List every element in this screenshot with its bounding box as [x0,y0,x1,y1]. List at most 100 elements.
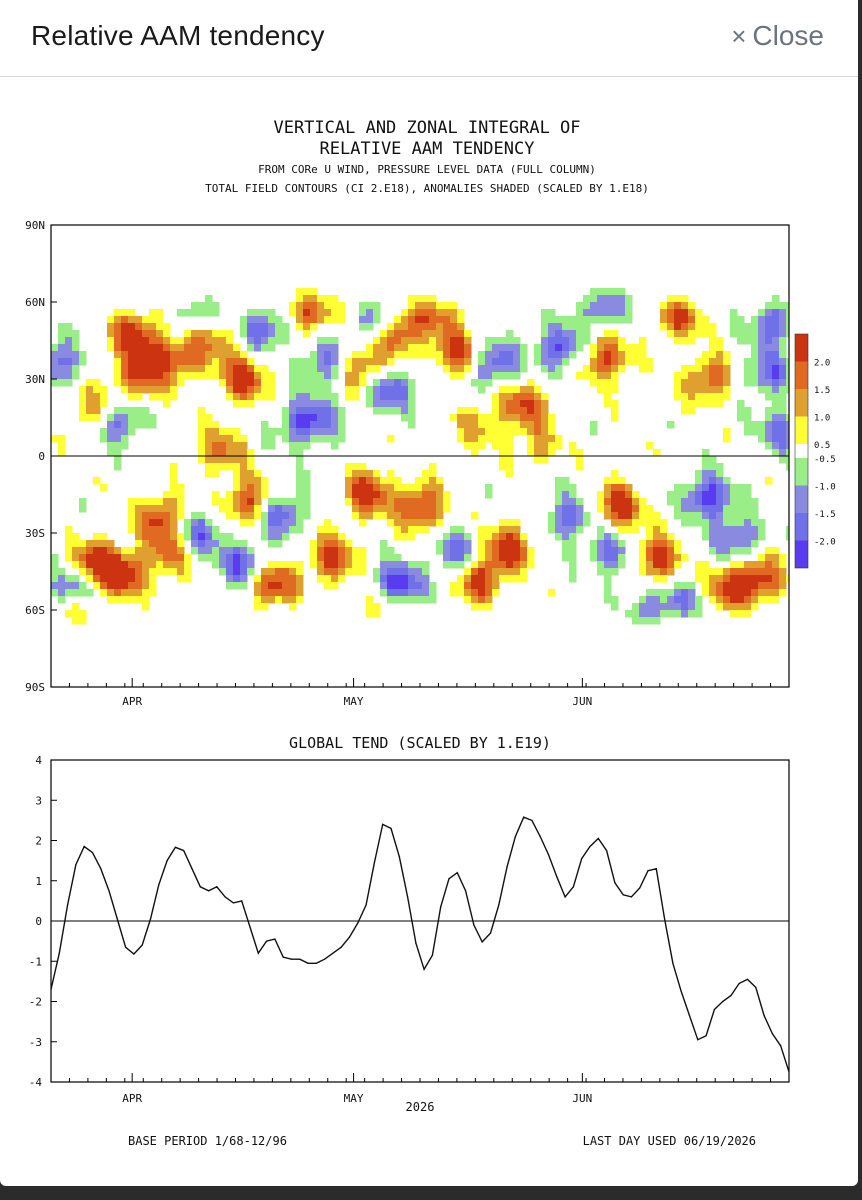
colorbar-positive-swatch [795,389,808,417]
heatmap-cell [534,421,542,429]
heatmap-cell [541,442,549,450]
heatmap-cell [506,463,514,471]
line-chart-point [373,862,375,864]
heatmap-cell [702,365,710,373]
heatmap-cell [408,330,416,338]
heatmap-cell [779,344,787,352]
heatmap-cell [387,484,395,492]
heatmap-cell [660,610,668,618]
heatmap-cell [716,596,724,604]
heatmap-cell [79,505,87,513]
heatmap-cell [226,428,234,436]
heatmap-cell [191,330,199,338]
heatmap-cell [317,372,325,380]
heatmap-cell [135,316,143,324]
heatmap-cell [142,365,150,373]
heatmap-cell [569,533,577,541]
heatmap-cell [688,484,696,492]
heatmap-cell [478,575,486,583]
heatmap-cell [772,323,780,331]
heatmap-cell [261,512,269,520]
heatmap-cell [576,337,584,345]
heatmap-cell [506,428,514,436]
heatmap-cell [121,344,129,352]
heatmap-cell [695,372,703,380]
heatmap-cell [373,302,381,310]
heatmap-cell [142,407,150,415]
heatmap-cell [450,540,458,548]
line-chart-x-tick-label: JUN [572,1092,592,1105]
heatmap-cell [219,330,227,338]
heatmap-cell [366,470,374,478]
heatmap-cell [163,512,171,520]
heatmap-cell [261,428,269,436]
heatmap-cell [226,372,234,380]
heatmap-cell [646,547,654,555]
heatmap-cell [765,379,773,387]
heatmap-cell [296,414,304,422]
heatmap-cell [534,386,542,394]
heatmap-cell [338,547,346,555]
heatmap-cell [191,302,199,310]
heatmap-cell [303,484,311,492]
heatmap-cell [464,351,472,359]
heatmap-cell [296,526,304,534]
line-chart-point [83,845,85,848]
heatmap-cell [415,568,423,576]
heatmap-cell [786,386,789,394]
heatmap-cell [744,575,752,583]
heatmap-cell [786,316,789,324]
heatmap-cell [737,505,745,513]
heatmap-cell [716,477,724,485]
heatmap-cell [436,344,444,352]
heatmap-cell [618,295,626,303]
heatmap-cell [674,512,682,520]
heatmap-cell [247,568,255,576]
close-button[interactable]: × Close [731,20,824,52]
heatmap-cell [415,344,423,352]
heatmap-cell [86,400,94,408]
heatmap-cell [604,295,612,303]
heatmap-cell [156,323,164,331]
heatmap-cell [205,470,213,478]
heatmap-cell [660,603,668,611]
heatmap-cell [401,323,409,331]
heatmap-cell [310,386,318,394]
heatmap-cell [674,323,682,331]
heatmap-cell [604,351,612,359]
heatmap-cell [289,449,297,457]
heatmap-cell [219,442,227,450]
heatmap-cell [401,568,409,576]
heatmap-cell [786,330,789,338]
heatmap-cell [254,365,262,373]
heatmap-cell [611,379,619,387]
heatmap-cell [387,470,395,478]
heatmap-cell [744,337,752,345]
heatmap-cell [597,554,605,562]
heatmap-cell [282,561,290,569]
heatmap-cell [240,582,248,590]
heatmap-cell [492,407,500,415]
heatmap-cell [429,519,437,527]
heatmap-cell [331,393,339,401]
heatmap-cell [457,575,465,583]
heatmap-cell [611,407,619,415]
last-day-used-label: LAST DAY USED 06/19/2026 [583,1134,756,1148]
heatmap-cell [359,512,367,520]
heatmap-cell [499,337,507,345]
heatmap-cell [233,435,241,443]
heatmap-cell [128,351,136,359]
line-chart-point [125,946,127,948]
heatmap-cell [324,421,332,429]
heatmap-cell [177,498,185,506]
heatmap-cell [247,470,255,478]
heatmap-cell [296,582,304,590]
heatmap-cell [205,351,213,359]
heatmap-cell [373,351,381,359]
heatmap-cell [597,372,605,380]
heatmap-cell [716,526,724,534]
heatmap-cell [618,498,626,506]
heatmap-cell [72,554,80,562]
heatmap-cell [429,323,437,331]
heatmap-cell [226,456,234,464]
